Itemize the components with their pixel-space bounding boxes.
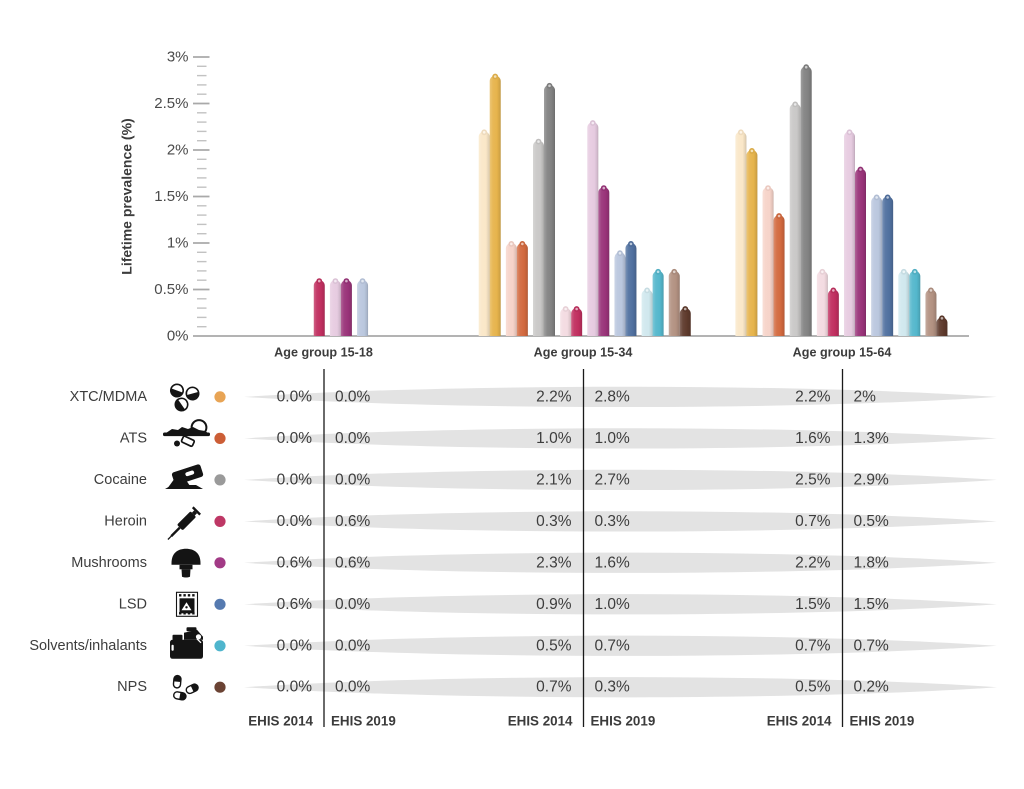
svg-text:1.0%: 1.0%: [595, 430, 631, 447]
svg-text:3%: 3%: [167, 49, 189, 66]
svg-text:Age group 15-34: Age group 15-34: [534, 346, 633, 360]
svg-text:0.6%: 0.6%: [335, 513, 371, 530]
svg-text:1.3%: 1.3%: [854, 430, 890, 447]
svg-text:Solvents/inhalants: Solvents/inhalants: [29, 638, 147, 654]
svg-text:2.2%: 2.2%: [795, 388, 831, 405]
svg-text:0.0%: 0.0%: [335, 388, 371, 405]
svg-text:0.7%: 0.7%: [595, 637, 631, 654]
svg-text:0.0%: 0.0%: [277, 430, 313, 447]
svg-text:0.0%: 0.0%: [277, 471, 313, 488]
svg-text:0.6%: 0.6%: [335, 554, 371, 571]
svg-text:0.0%: 0.0%: [277, 513, 313, 530]
svg-text:1.5%: 1.5%: [154, 188, 188, 205]
svg-text:XTC/MDMA: XTC/MDMA: [70, 389, 148, 405]
svg-text:1.6%: 1.6%: [595, 554, 631, 571]
svg-text:0.7%: 0.7%: [795, 513, 831, 530]
svg-text:ATS: ATS: [120, 430, 147, 446]
svg-text:1.8%: 1.8%: [854, 554, 890, 571]
svg-text:2.2%: 2.2%: [536, 388, 572, 405]
svg-text:1.0%: 1.0%: [595, 596, 631, 613]
svg-text:0.3%: 0.3%: [595, 513, 631, 530]
svg-text:0.6%: 0.6%: [277, 554, 313, 571]
svg-text:2.5%: 2.5%: [795, 471, 831, 488]
svg-text:0.0%: 0.0%: [277, 637, 313, 654]
svg-text:0.5%: 0.5%: [154, 281, 188, 298]
svg-text:0.0%: 0.0%: [277, 679, 313, 696]
svg-text:EHIS 2019: EHIS 2019: [591, 714, 656, 729]
svg-text:Heroin: Heroin: [104, 513, 147, 529]
svg-text:1%: 1%: [167, 235, 189, 252]
svg-text:1.5%: 1.5%: [795, 596, 831, 613]
svg-text:2%: 2%: [854, 388, 877, 405]
svg-text:0.0%: 0.0%: [335, 596, 371, 613]
svg-text:EHIS 2014: EHIS 2014: [508, 714, 573, 729]
svg-text:0.3%: 0.3%: [536, 513, 572, 530]
svg-text:0.7%: 0.7%: [854, 637, 890, 654]
svg-text:2.7%: 2.7%: [595, 471, 631, 488]
svg-text:2.1%: 2.1%: [536, 471, 572, 488]
svg-text:0.0%: 0.0%: [277, 388, 313, 405]
svg-text:1.6%: 1.6%: [795, 430, 831, 447]
svg-text:EHIS 2019: EHIS 2019: [331, 714, 396, 729]
svg-text:EHIS 2019: EHIS 2019: [850, 714, 915, 729]
svg-text:0.0%: 0.0%: [335, 471, 371, 488]
svg-text:1.0%: 1.0%: [536, 430, 572, 447]
svg-text:0.7%: 0.7%: [536, 679, 572, 696]
svg-text:2.5%: 2.5%: [154, 95, 188, 112]
svg-text:0.7%: 0.7%: [795, 637, 831, 654]
svg-text:0.6%: 0.6%: [277, 596, 313, 613]
svg-text:Mushrooms: Mushrooms: [71, 555, 147, 571]
svg-text:0.2%: 0.2%: [854, 679, 890, 696]
svg-text:0.5%: 0.5%: [854, 513, 890, 530]
svg-text:NPS: NPS: [117, 679, 147, 695]
svg-text:LSD: LSD: [119, 596, 147, 612]
svg-text:0.0%: 0.0%: [335, 430, 371, 447]
svg-text:0.5%: 0.5%: [536, 637, 572, 654]
svg-text:Age group 15-64: Age group 15-64: [793, 346, 892, 360]
svg-text:Cocaine: Cocaine: [94, 472, 147, 488]
svg-text:EHIS 2014: EHIS 2014: [248, 714, 313, 729]
svg-text:EHIS 2014: EHIS 2014: [767, 714, 832, 729]
svg-text:2.3%: 2.3%: [536, 554, 572, 571]
svg-text:2%: 2%: [167, 142, 189, 159]
svg-text:0.3%: 0.3%: [595, 679, 631, 696]
svg-text:2.9%: 2.9%: [854, 471, 890, 488]
svg-text:0%: 0%: [167, 328, 189, 345]
svg-text:Age group 15-18: Age group 15-18: [274, 346, 373, 360]
svg-text:2.2%: 2.2%: [795, 554, 831, 571]
svg-text:0.9%: 0.9%: [536, 596, 572, 613]
svg-text:2.8%: 2.8%: [595, 388, 631, 405]
svg-text:Lifetime prevalence (%): Lifetime prevalence (%): [119, 118, 135, 274]
svg-text:0.0%: 0.0%: [335, 679, 371, 696]
svg-text:1.5%: 1.5%: [854, 596, 890, 613]
svg-text:0.5%: 0.5%: [795, 679, 831, 696]
svg-text:0.0%: 0.0%: [335, 637, 371, 654]
